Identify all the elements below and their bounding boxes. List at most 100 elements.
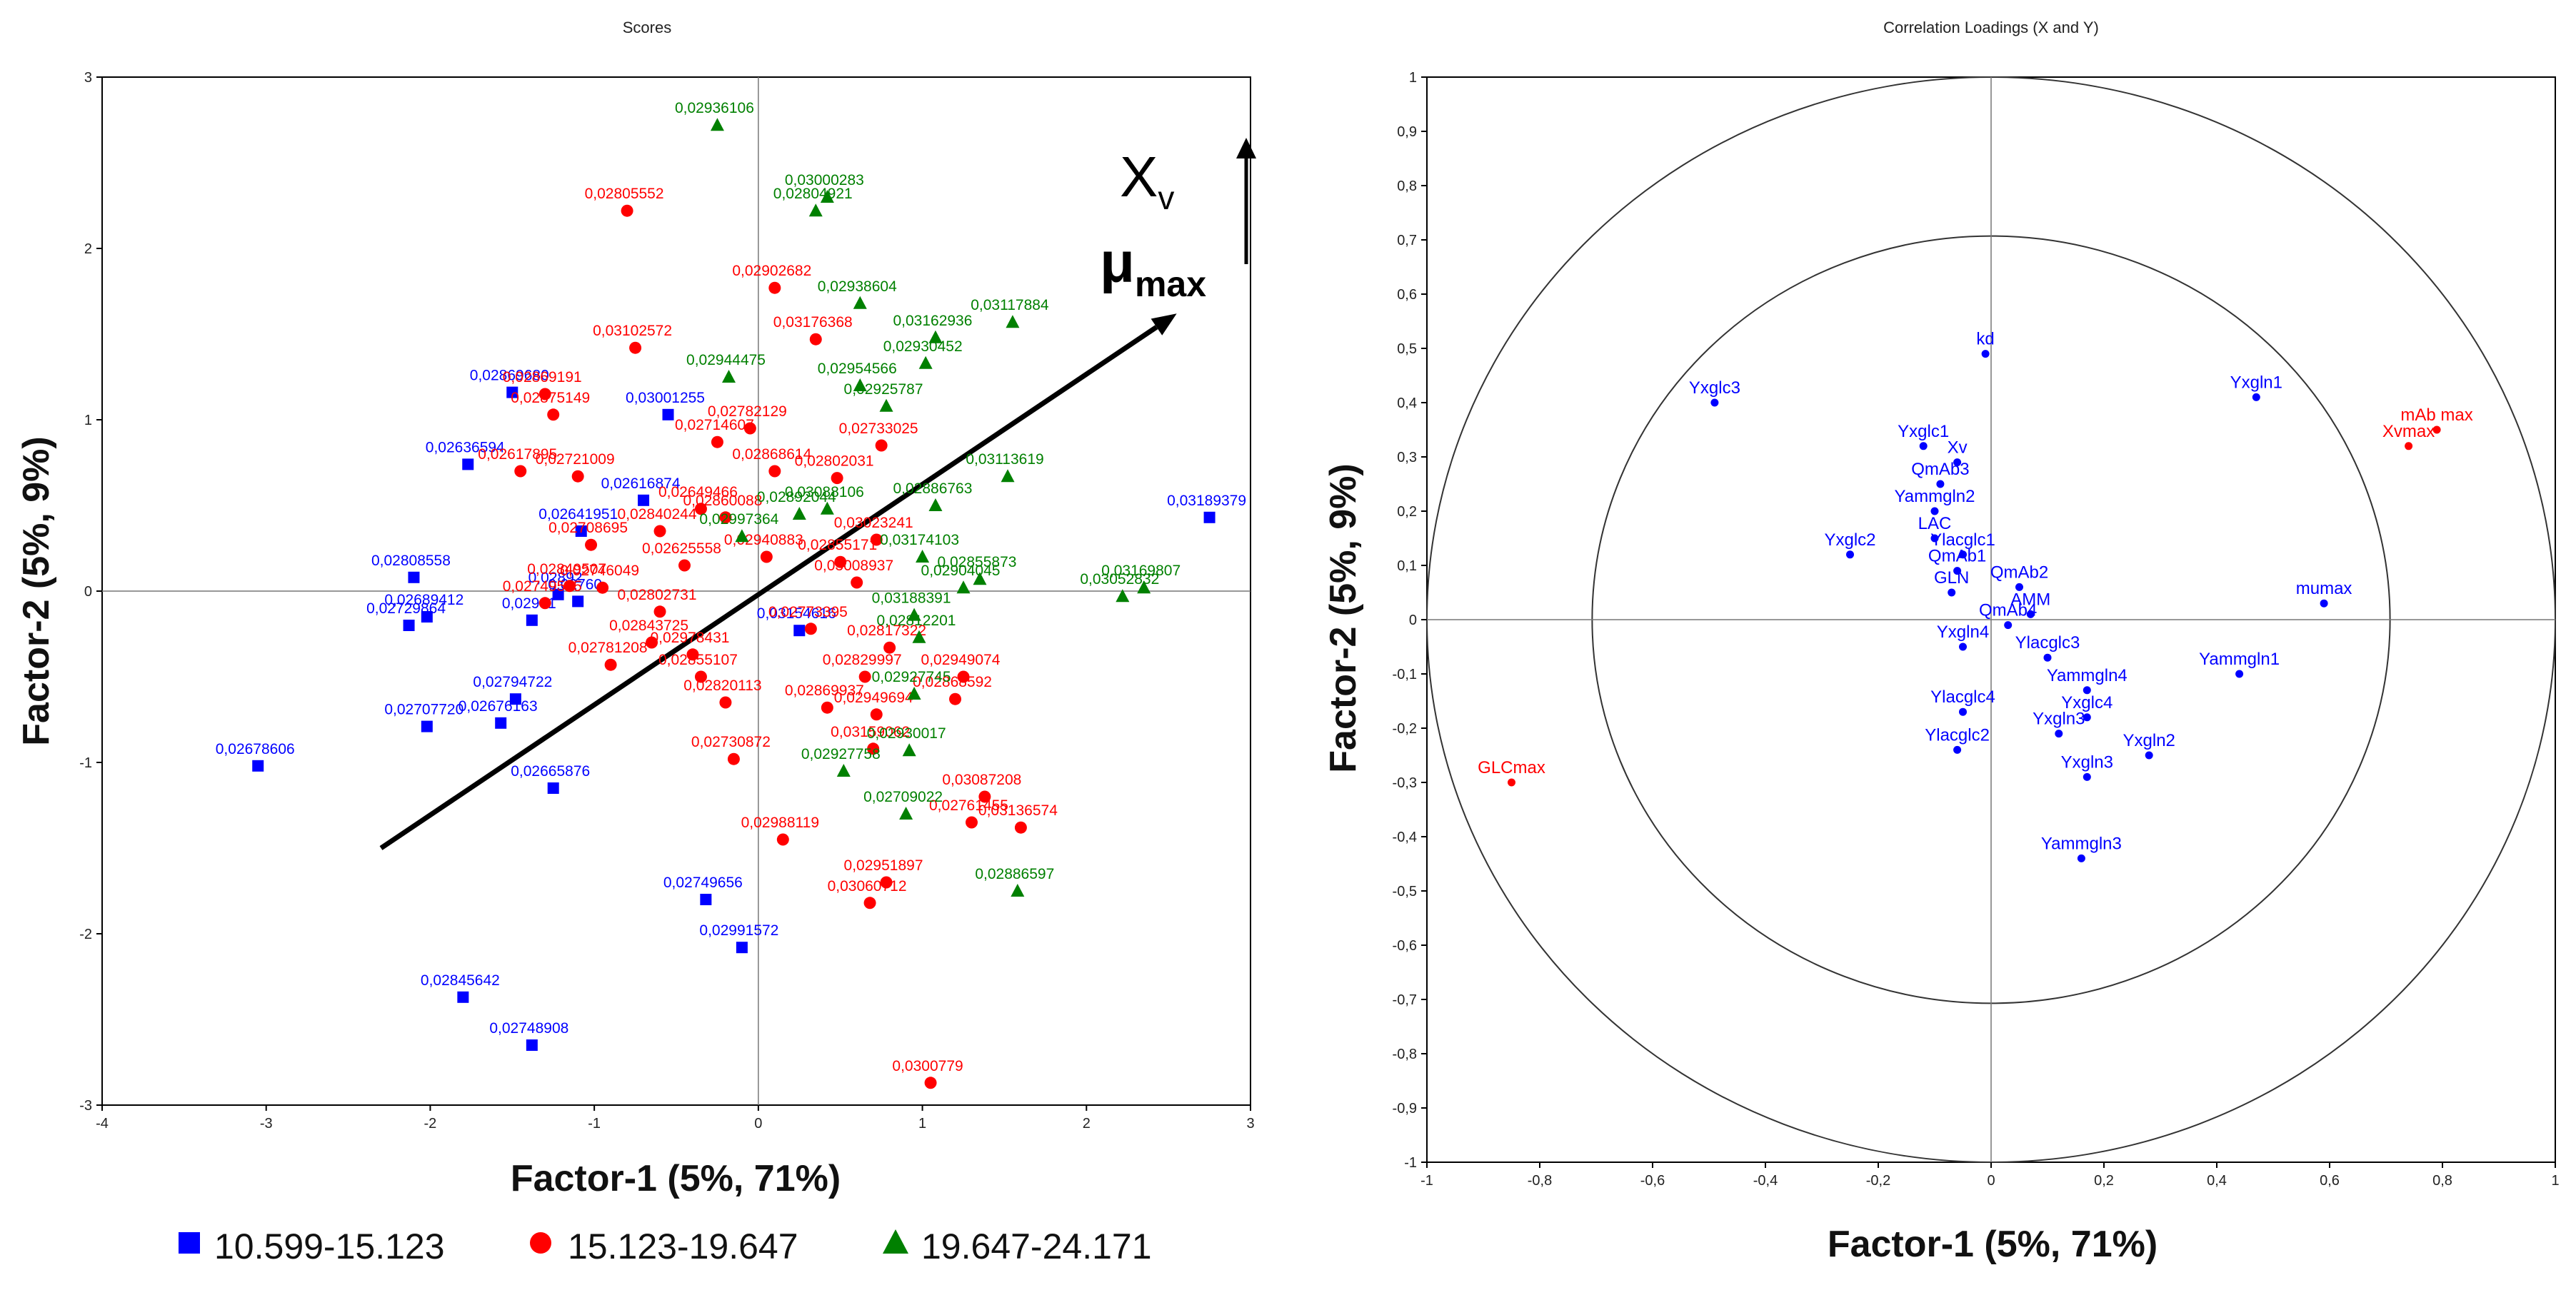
scores-point-circle [863,897,876,909]
scores-point-circle [604,658,617,671]
loading-x-point [2083,713,2091,722]
scores-point-triangle [1001,469,1015,483]
loading-x-point [2252,393,2260,401]
loading-point-label: Xvmax [2382,422,2435,441]
scores-point-label: 0,02869680 [470,368,549,384]
loading-point-label: GLN [1934,568,1969,588]
loadings-y-tick-label: -0,5 [1393,884,1417,900]
loadings-x-tick-label: 0,6 [2320,1173,2340,1189]
loading-point-label: AMM [2010,590,2050,609]
scores-point-label: 0,02875149 [511,390,590,406]
loading-x-point [1953,745,1962,754]
scores-point-label: 0,02829997 [823,652,902,668]
loadings-y-tick-label: 0,3 [1397,450,1417,465]
scores-point-label: 0,03154616 [757,605,836,622]
scores-point-label: 0,03159062 [831,724,910,740]
scores-point-label: 0,02938604 [818,278,897,295]
scores-point-circle [858,670,871,683]
scores-point-circle [978,790,991,803]
scores-point-triangle [1116,589,1130,603]
loading-point-label: Yammgln3 [2041,834,2122,853]
scores-x-tick-label: 2 [1083,1116,1091,1132]
scores-point-circle [831,472,843,485]
scores-point-label: 0,02904045 [921,563,1001,579]
legend-circle-icon [530,1232,551,1254]
arrow-label-xv: Xv [1120,145,1174,216]
scores-point-triangle [792,507,806,520]
scores-point-label: 0,02940883 [724,532,803,548]
scores-point-triangle [853,296,867,309]
scores-point-label: 0,02869937 [785,682,864,699]
loading-point-label: Ylacglc1 [1930,530,1995,550]
scores-point-label: 0,02954566 [818,361,897,377]
scores-point-label: 0,03188391 [872,590,951,607]
scores-point-label: 0,02773395 [768,604,848,620]
scores-point-circle [678,559,691,572]
scores-point-label: 0,02817322 [847,623,926,639]
loading-point-label: Yxgln1 [2230,373,2282,392]
scores-y-tick-label: -3 [79,1098,92,1114]
scores-point-label: 0,02991572 [699,922,778,939]
loading-x-point [2320,599,2328,608]
scores-point-triangle [710,118,724,131]
scores-point-circle [809,333,822,346]
loading-point-label: Ylacglc2 [1925,725,1990,745]
scores-point-label: 0,02733025 [839,420,918,437]
scores-point-label: 0,02902682 [732,263,811,279]
loadings-y-tick-label: -0,1 [1393,667,1417,682]
scores-point-square [547,782,559,794]
scores-point-square [421,720,433,732]
scores-point-square [421,611,433,623]
scores-point-square [252,760,264,772]
scores-point-triangle [722,370,736,383]
legend-item-high: 19.647-24.171 [883,1226,1152,1266]
scores-title: Scores [623,19,671,36]
scores-point-label: 0,03001255 [626,390,705,406]
loadings-y-tick-label: 0,7 [1397,233,1417,248]
scores-x-tick-label: -4 [96,1116,109,1132]
scores-point-label: 0,02820113 [683,677,761,694]
scores-point-label: 0,02840244 [618,506,697,523]
loadings-y-tick-label: 0 [1409,613,1417,628]
scores-point-triangle [928,330,943,343]
scores-point-square [793,625,806,637]
loading-x-point [1959,550,1967,559]
scores-y-tick-label: 1 [84,413,92,428]
scores-point-label: 0,02625558 [642,540,721,557]
legend-label-high: 19.647-24.171 [921,1226,1152,1266]
scores-points: 0,02869680 0,03001255 0,02636594 0,02616874… [216,100,1246,1089]
scores-point-circle [883,641,896,654]
scores-point-circle [776,833,789,846]
scores-point-label: 0,02805552 [585,186,664,202]
loadings-y-tick-label: -0,6 [1393,938,1417,954]
scores-point-label: 0,03000283 [785,172,864,188]
scores-point-square [506,386,518,398]
scores-point-label: 0,02930017 [867,725,946,742]
scores-point-label: 0,02978431 [650,630,729,646]
scores-point-circle [686,648,699,661]
loading-x-point [1919,442,1928,450]
scores-point-circle [949,692,962,705]
scores-point-label: 0,02636594 [426,439,505,455]
scores-point-triangle [902,743,916,757]
scores-point-circle [585,538,598,551]
scores-point-square [662,408,674,420]
scores-point-square [526,1039,538,1051]
legend-triangle-icon [883,1229,908,1254]
loading-point-label: Xv [1948,438,1968,458]
scores-xlabel: Factor-1 (5%, 71%) [511,1158,841,1199]
loadings-x-tick-label: -0,8 [1528,1173,1552,1189]
scores-ylabel: Factor-2 (5%, 9%) [16,436,57,745]
scores-point-label: 0,02936106 [675,100,754,116]
scores-point-label: 0,02781208 [568,640,648,656]
scores-x-tick-label: 3 [1246,1116,1254,1132]
loadings-y-tick-label: -1 [1404,1155,1417,1171]
scores-zero-lines [102,77,1251,1105]
scores-point-label: 0,02748908 [489,1020,568,1037]
scores-point-circle [880,876,893,889]
scores-y-tick-label: 3 [84,70,92,86]
scores-point-square [408,571,420,583]
scores-point-triangle [808,203,823,217]
